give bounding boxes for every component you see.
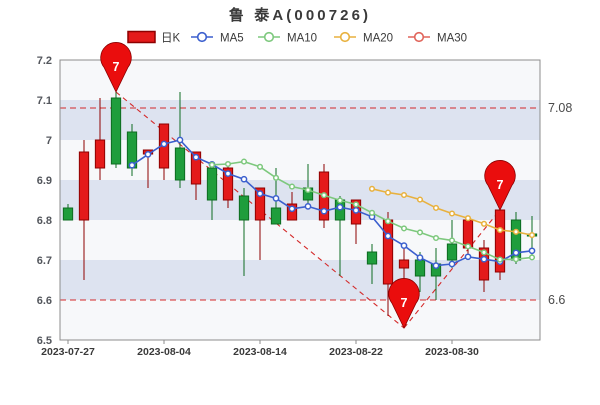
svg-text:2023-08-04: 2023-08-04 xyxy=(137,346,191,358)
svg-text:MA10: MA10 xyxy=(287,33,317,45)
svg-text:MA20: MA20 xyxy=(363,33,393,45)
svg-text:2023-07-27: 2023-07-27 xyxy=(41,346,95,358)
svg-text:日K: 日K xyxy=(161,33,180,45)
svg-text:7.2: 7.2 xyxy=(37,55,52,67)
svg-text:7.08: 7.08 xyxy=(548,101,572,115)
svg-text:7: 7 xyxy=(401,296,408,310)
svg-text:2023-08-14: 2023-08-14 xyxy=(233,346,287,358)
svg-text:7.1: 7.1 xyxy=(37,95,52,107)
svg-text:6.8: 6.8 xyxy=(37,215,52,227)
svg-text:7: 7 xyxy=(113,60,120,74)
svg-text:2023-08-22: 2023-08-22 xyxy=(329,346,383,358)
svg-text:6.6: 6.6 xyxy=(37,295,52,307)
svg-text:鲁 泰A(000726): 鲁 泰A(000726) xyxy=(229,6,371,24)
svg-text:6.7: 6.7 xyxy=(37,255,52,267)
svg-text:MA5: MA5 xyxy=(220,33,244,45)
svg-text:7: 7 xyxy=(497,178,504,192)
svg-text:6.6: 6.6 xyxy=(548,293,565,307)
svg-text:7: 7 xyxy=(46,135,52,147)
svg-text:6.9: 6.9 xyxy=(37,175,52,187)
svg-text:2023-08-30: 2023-08-30 xyxy=(425,346,479,358)
svg-text:MA30: MA30 xyxy=(437,33,467,45)
